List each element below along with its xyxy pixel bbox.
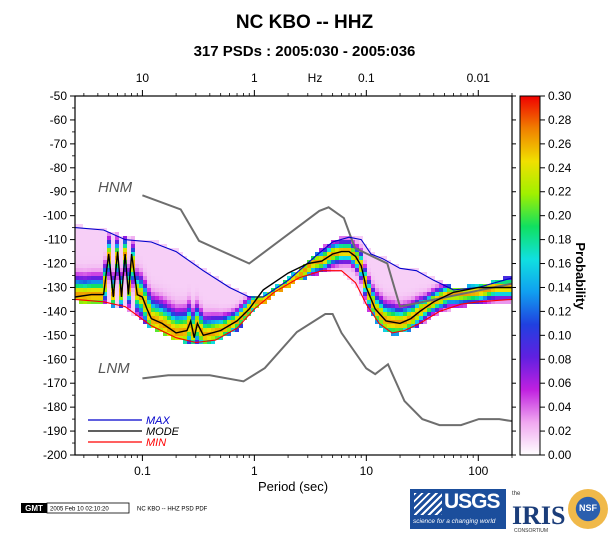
- y-tick-label: -110: [44, 233, 67, 247]
- usgs-tagline: science for a changing world: [413, 518, 496, 525]
- colorbar-label: Probability: [573, 242, 588, 310]
- colorbar-tick-label: 0.22: [548, 185, 572, 199]
- legend-label-max: MAX: [146, 415, 171, 427]
- model-line-hnm: [142, 194, 512, 308]
- y-tick-label: -140: [43, 304, 67, 318]
- colorbar-tick-label: 0.28: [548, 113, 572, 127]
- colorbar-tick-label: 0.26: [548, 137, 572, 151]
- series-line-min: [75, 270, 512, 344]
- usgs-wave-icon: [414, 493, 442, 515]
- y-tick-label: -100: [43, 209, 67, 223]
- x-axis-label: Period (sec): [258, 479, 328, 494]
- series-line-mode: [75, 250, 512, 338]
- usgs-logo-text: USGS: [444, 490, 501, 513]
- colorbar-tick-label: 0.12: [548, 304, 572, 318]
- y-tick-label: -120: [43, 257, 67, 271]
- timestamp-box: [46, 502, 130, 514]
- nsf-seal-text: NSF: [579, 503, 597, 513]
- series-line-max: [75, 227, 512, 298]
- colorbar-tick-label: 0.20: [548, 209, 572, 223]
- probability-density-field: [75, 224, 512, 344]
- colorbar-tick-label: 0.04: [548, 400, 572, 414]
- colorbar-tick-label: 0.24: [548, 161, 572, 175]
- colorbar-tick-label: 0.18: [548, 233, 572, 247]
- colorbar-tick-label: 0.10: [548, 328, 572, 342]
- y-tick-label: -130: [43, 280, 67, 294]
- sponsor-logos: USGS science for a changing world the IR…: [410, 485, 609, 534]
- iris-consortium: CONSORTIUM: [514, 528, 549, 534]
- y-tick-label: -160: [43, 352, 67, 366]
- colorbar: [519, 95, 541, 456]
- gmt-badge-label: GMT: [25, 504, 43, 513]
- iris-logo-text: IRIS: [512, 501, 566, 530]
- colorbar-tick-label: 0.00: [548, 448, 572, 462]
- model-label-lnm: LNM: [98, 360, 130, 377]
- model-label-hnm: HNM: [98, 179, 133, 196]
- colorbar-tick-label: 0.30: [548, 89, 572, 103]
- y-tick-label: -200: [43, 448, 67, 462]
- colorbar-tick-label: 0.08: [548, 352, 572, 366]
- x-tick-label: 0.1: [134, 464, 151, 478]
- x-tick-label: 1: [251, 464, 258, 478]
- usgs-logo: USGS science for a changing world: [410, 489, 506, 529]
- y-tick-label: -60: [50, 113, 68, 127]
- x-tick-label: 100: [468, 464, 488, 478]
- y-tick-label: -150: [43, 328, 67, 342]
- x-top-tick-label: 1: [251, 71, 258, 85]
- y-tick-label: -50: [50, 89, 68, 103]
- colorbar-tick-label: 0.06: [548, 376, 572, 390]
- gmt-badge: [21, 503, 47, 513]
- x-top-tick-label: 10: [136, 71, 150, 85]
- iris-the: the: [512, 491, 521, 497]
- x-top-axis-label: Hz: [308, 71, 323, 85]
- nsf-seal: NSF: [568, 489, 608, 529]
- y-tick-label: -180: [43, 400, 67, 414]
- x-top-tick-label: 0.1: [358, 71, 375, 85]
- colorbar-tick-label: 0.16: [548, 257, 572, 271]
- legend-label-min: MIN: [146, 437, 166, 449]
- model-line-lnm: [142, 313, 512, 427]
- chart-subtitle: 317 PSDs : 2005:030 - 2005:036: [193, 43, 416, 60]
- y-tick-label: -80: [50, 161, 68, 175]
- footer-caption: NC KBO -- HHZ PSD PDF: [137, 507, 208, 513]
- y-tick-label: -70: [50, 137, 68, 151]
- y-tick-label: -90: [50, 185, 68, 199]
- iris-logo: the IRIS CONSORTIUM: [510, 491, 566, 534]
- colorbar-tick-label: 0.14: [548, 280, 572, 294]
- legend-label-mode: MODE: [146, 426, 180, 438]
- y-tick-label: -170: [43, 376, 67, 390]
- y-tick-label: -190: [43, 424, 67, 438]
- chart-title: NC KBO -- HHZ: [235, 12, 374, 33]
- x-tick-label: 10: [360, 464, 374, 478]
- timestamp: 2005 Feb 10 02:10:20: [50, 507, 109, 513]
- x-top-tick-label: 0.01: [467, 71, 491, 85]
- colorbar-tick-label: 0.02: [548, 424, 572, 438]
